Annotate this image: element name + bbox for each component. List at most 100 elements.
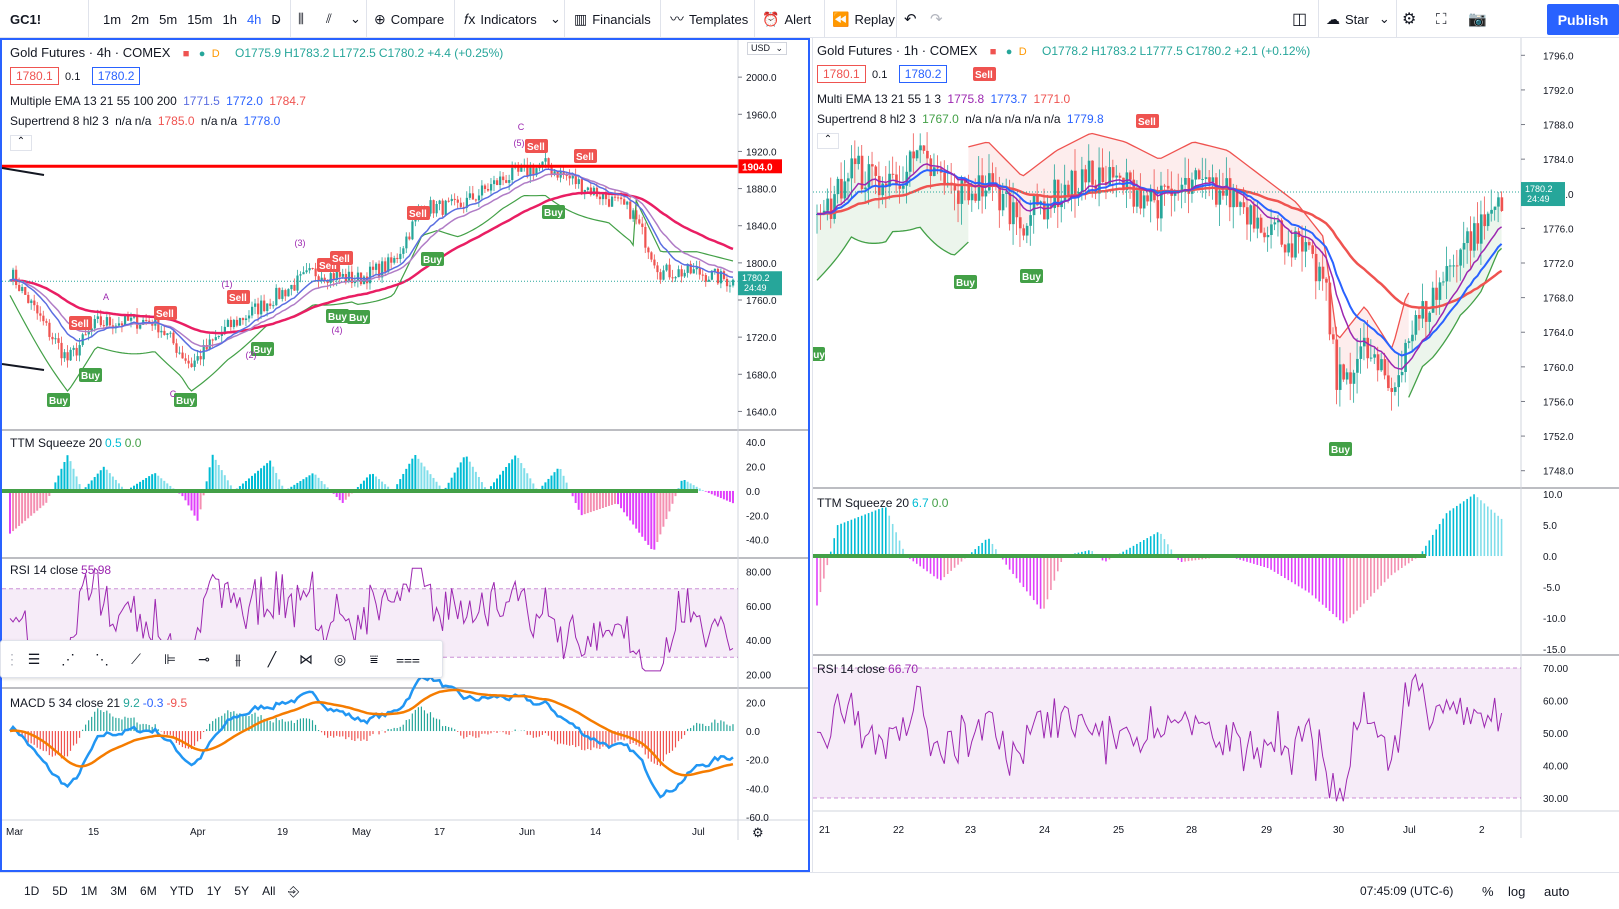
range-YTD[interactable]: YTD (169, 884, 194, 898)
templates-button[interactable]: 〰 Templates (670, 11, 749, 27)
undo-icon[interactable]: ↶ (904, 11, 917, 28)
goto-date-icon[interactable]: ⎆ (288, 882, 300, 899)
camera-icon[interactable]: 📷 (1468, 11, 1487, 28)
legend-ema-4h[interactable]: Multiple EMA 13 21 55 100 200 1771.5 177… (10, 94, 306, 108)
candle-body (1074, 170, 1077, 197)
regression-icon[interactable]: ⩶ (396, 650, 420, 667)
bid-badge[interactable]: 1780.1 (10, 67, 59, 85)
legend-rsi-1h[interactable]: RSI 14 close 66.70 (817, 662, 919, 676)
collapse-legend-icon[interactable]: ⌃ (10, 135, 32, 151)
interval-D[interactable]: D (271, 11, 281, 27)
legend-sqz-1h[interactable]: TTM Squeeze 20 6.7 0.0 (817, 496, 949, 510)
symbol-search[interactable]: GC1! (10, 11, 42, 27)
auto-toggle[interactable]: auto (1544, 883, 1570, 899)
macd-tick-label: 0.0 (746, 727, 760, 738)
elliott-impulse-icon[interactable]: ⋰ (61, 650, 75, 667)
compare-button[interactable]: ⊕ Compare (374, 10, 445, 27)
candle-body (1043, 201, 1046, 220)
legend-supertrend-4h[interactable]: Supertrend 8 hl2 3 n/a n/a 1785.0 n/a n/a … (10, 114, 281, 128)
publish-button[interactable]: Publish (1547, 4, 1619, 35)
horizontal-line-icon[interactable]: ⊸ (198, 650, 210, 667)
percent-toggle[interactable]: % (1482, 883, 1494, 899)
trend-line-icon[interactable]: ⟋ (131, 650, 141, 667)
fullscreen-icon[interactable]: ⛶ (1436, 10, 1447, 28)
legend-macd-4h[interactable]: MACD 5 34 close 21 9.2 -0.3 -9.5 (10, 696, 188, 710)
bid-badge[interactable]: 1780.1 (817, 65, 866, 83)
price-tick-label: 1680.0 (746, 370, 777, 381)
candle-body (1146, 195, 1149, 202)
legend-sqz-4h[interactable]: TTM Squeeze 20 0.5 0.0 (10, 436, 142, 450)
vertical-lines-icon[interactable]: ⫵ (234, 650, 242, 667)
range-5Y[interactable]: 5Y (234, 884, 250, 898)
pattern-icon[interactable]: ⋈ (299, 650, 313, 667)
candle-body (459, 202, 462, 207)
alert-button[interactable]: ⏰ Alert (762, 10, 812, 27)
elliott-correction-icon[interactable]: ⋱ (95, 650, 109, 667)
fib-retracement-icon[interactable]: ☰ (27, 650, 41, 667)
candle-body (160, 330, 163, 333)
legend-rsi-4h[interactable]: RSI 14 close 55.98 (10, 563, 112, 577)
ask-badge[interactable]: 1780.2 (91, 67, 141, 85)
candle-body (647, 247, 650, 253)
candle-body (1283, 244, 1287, 253)
templates-dropdown-icon[interactable]: ⌄ (550, 11, 561, 26)
interval-1h[interactable]: 1h (222, 11, 237, 27)
redo-icon[interactable]: ↷ (930, 11, 943, 28)
price-tick-label: 1768.0 (1543, 294, 1574, 305)
range-1D[interactable]: 1D (24, 884, 40, 898)
financials-button[interactable]: ▥ Financials (574, 10, 651, 27)
interval-1m[interactable]: 1m (103, 11, 122, 27)
chart-pane-1h[interactable]: Sell Sell Buy Buy Buy Buy 1796.0 1792.0 1788.0 17… (812, 38, 1619, 872)
clock[interactable]: 07:45:09 (UTC-6) (1360, 884, 1454, 898)
replay-button[interactable]: ⏪ Replay (832, 10, 895, 27)
candle-body (402, 248, 405, 254)
candle-body (1483, 214, 1486, 227)
legend-supertrend-1h[interactable]: Supertrend 8 hl2 3 1767.0 n/a n/a n/a n/a n/… (817, 112, 1104, 126)
ray-icon[interactable]: ╱ (267, 650, 277, 667)
candle-body (1383, 359, 1387, 376)
candle-body (665, 264, 668, 271)
drag-handle-icon[interactable]: ⋮ (5, 650, 19, 667)
candle-body (974, 193, 977, 201)
range-6M[interactable]: 6M (140, 884, 157, 898)
interval-5m[interactable]: 5m (159, 11, 178, 27)
fib-spiral-icon[interactable]: ◎ (333, 650, 347, 667)
range-1M[interactable]: 1M (80, 884, 98, 898)
collapse-legend-icon[interactable]: ⌃ (817, 133, 839, 149)
layout-icon[interactable]: ◫ (1292, 11, 1308, 28)
candle-body (710, 270, 714, 280)
chart-pane-4h[interactable]: 1904.0 Sell Sell Sell Sell Sell Sell Sell Sell Bu… (0, 38, 810, 872)
ask-badge[interactable]: 1780.2 (898, 65, 948, 83)
currency-selector[interactable]: USD ⌄ (747, 42, 788, 55)
interval-15m[interactable]: 15m (187, 11, 213, 27)
parallel-channel-icon[interactable]: ⩸ (369, 650, 379, 667)
range-5D[interactable]: 5D (52, 884, 68, 898)
time-tick-label: Jun (519, 827, 535, 838)
log-toggle[interactable]: log (1508, 883, 1526, 899)
horizontal-ray-icon[interactable]: ⊫ (163, 650, 177, 667)
candle-body (1187, 177, 1191, 194)
candle-body (662, 270, 665, 280)
range-3M[interactable]: 3M (110, 884, 128, 898)
candle-body (864, 187, 867, 190)
indicators-button[interactable]: 𝑓x Indicators (464, 10, 537, 27)
candles-icon[interactable]: ⫽ (326, 11, 332, 26)
candle-body (1404, 342, 1407, 372)
chart-type-dropdown-icon[interactable]: ⌄ (350, 11, 361, 26)
interval-4h[interactable]: 4h (246, 11, 262, 27)
chart-canvas-4h[interactable]: 1904.0SellSellSellSellSellSellSellSellBu… (2, 40, 808, 870)
bar-style-icon[interactable]: ⫼ (298, 11, 304, 26)
candle-body (108, 317, 112, 326)
range-All[interactable]: All (262, 884, 276, 898)
interval-dropdown-icon[interactable]: ⌄ (272, 11, 283, 26)
interval-2m[interactable]: 2m (131, 11, 150, 27)
settings-gear-icon[interactable]: ⚙ (1402, 11, 1417, 28)
candle-body (75, 347, 78, 356)
candle-body (683, 272, 686, 277)
candle-body (535, 168, 538, 176)
layout-selector[interactable]: ☁ Star ⌄ (1326, 10, 1390, 27)
range-1Y[interactable]: 1Y (206, 884, 222, 898)
candle-body (453, 198, 456, 200)
chart-canvas-1h[interactable]: Sell Sell Buy Buy Buy Buy 1796.0 1792.0 1788.0 17… (813, 38, 1619, 872)
legend-ema-1h[interactable]: Multi EMA 13 21 55 1 3 1775.8 1773.7 177… (817, 92, 1071, 106)
